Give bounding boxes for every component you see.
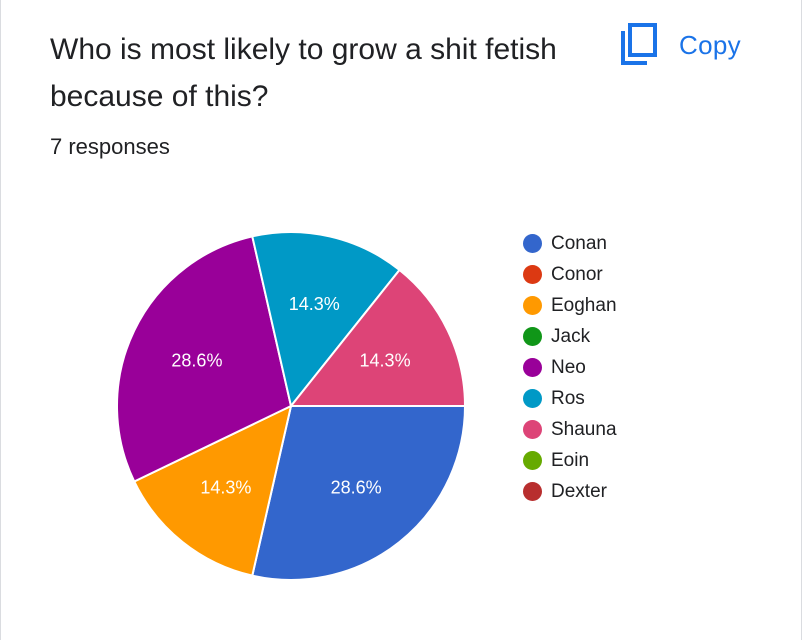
legend-swatch xyxy=(523,451,542,470)
legend-swatch xyxy=(523,296,542,315)
question-title: Who is most likely to grow a shit fetish… xyxy=(50,33,557,113)
copy-icon xyxy=(619,23,659,67)
legend-label: Jack xyxy=(551,325,591,347)
legend-item-ros: Ros xyxy=(523,383,617,414)
legend-item-dexter: Dexter xyxy=(523,476,617,507)
legend-swatch xyxy=(523,358,542,377)
copy-label: Copy xyxy=(679,29,741,60)
copy-chart-button[interactable]: Copy xyxy=(619,22,741,68)
legend-swatch xyxy=(523,389,542,408)
legend-label: Shauna xyxy=(551,418,617,440)
legend-swatch xyxy=(523,420,542,439)
pie-slice-ros xyxy=(251,231,401,409)
slice-label-ros: 14.3% xyxy=(289,294,340,314)
legend-label: Eoin xyxy=(551,449,590,471)
legend-item-eoghan: Eoghan xyxy=(523,290,617,321)
legend-label: Dexter xyxy=(551,480,607,502)
legend-item-eoin: Eoin xyxy=(523,445,617,476)
legend-swatch xyxy=(523,265,542,284)
pie-slice-conan xyxy=(251,405,467,581)
legend-label: Ros xyxy=(551,387,585,409)
legend-label: Conan xyxy=(551,232,607,254)
slice-label-neo: 28.6% xyxy=(171,351,222,371)
pie-slice-neo xyxy=(116,235,293,483)
legend-item-conor: Conor xyxy=(523,259,617,290)
pie-slice-shauna xyxy=(288,268,467,407)
legend-swatch xyxy=(523,482,542,501)
legend-label: Conor xyxy=(551,263,603,285)
legend-label: Eoghan xyxy=(551,294,617,316)
legend-item-jack: Jack xyxy=(523,321,617,352)
response-count: 7 responses xyxy=(50,134,170,159)
legend-item-neo: Neo xyxy=(523,352,617,383)
legend-item-shauna: Shauna xyxy=(523,414,617,445)
chart-legend: Conan Conor Eoghan Jack Neo Ros Shauna Eoin Dext… xyxy=(523,228,617,507)
legend-swatch xyxy=(523,234,542,253)
pie-slice-eoghan xyxy=(132,404,293,577)
legend-swatch xyxy=(523,327,542,346)
slice-label-conan: 28.6% xyxy=(331,478,382,498)
legend-item-conan: Conan xyxy=(523,228,617,259)
slice-label-shauna: 14.3% xyxy=(360,351,411,371)
slice-label-eoghan: 14.3% xyxy=(200,478,251,498)
legend-label: Neo xyxy=(551,356,586,378)
